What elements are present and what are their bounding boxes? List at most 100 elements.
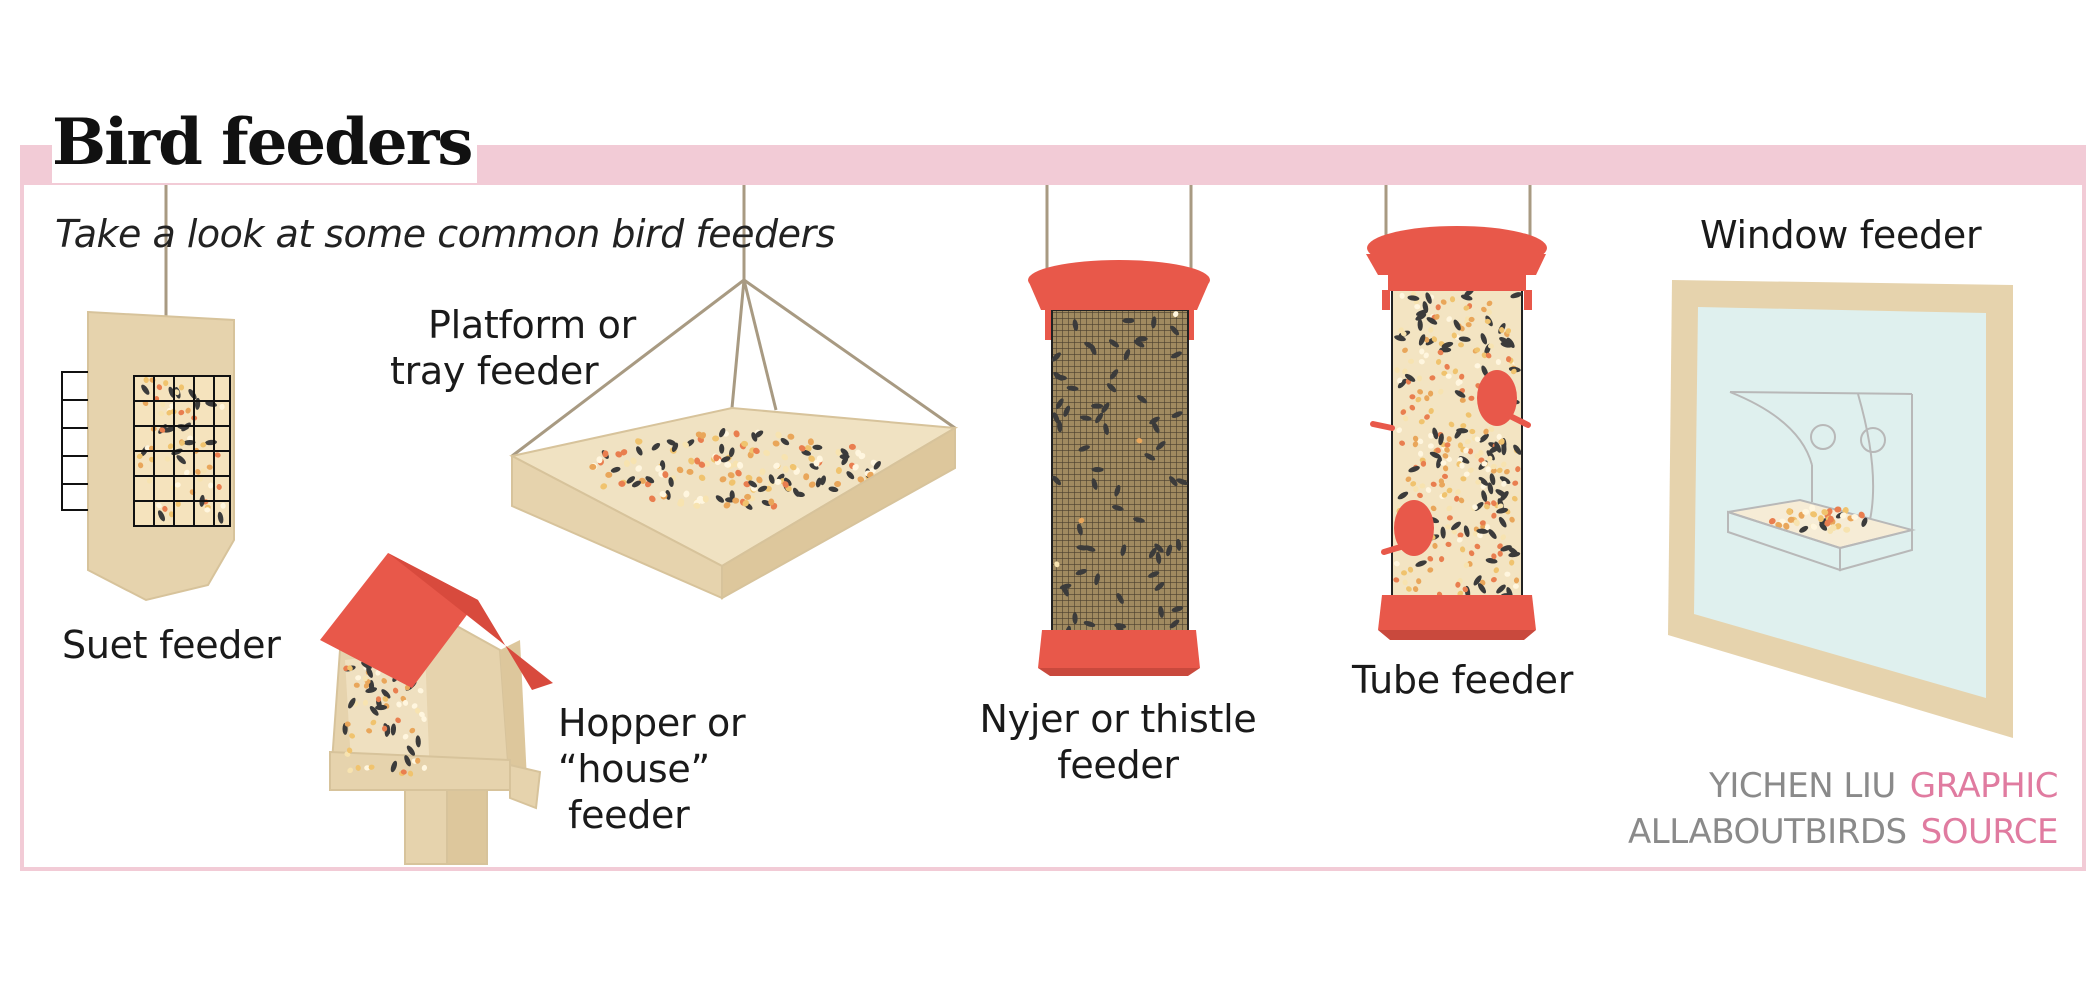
- seed: [1481, 306, 1487, 313]
- seed: [719, 476, 727, 483]
- seed: [1451, 528, 1458, 535]
- seed: [1474, 436, 1481, 442]
- seed: [602, 450, 609, 458]
- seed: [206, 464, 213, 470]
- seed: [1783, 522, 1790, 530]
- seed: [1858, 511, 1865, 519]
- seed: [353, 682, 360, 688]
- seed: [1438, 556, 1445, 563]
- seed: [1481, 461, 1488, 467]
- seed: [1429, 375, 1436, 381]
- seed: [834, 480, 842, 488]
- seed: [1843, 526, 1851, 533]
- seed: [411, 703, 418, 709]
- seed: [1768, 518, 1776, 525]
- seed: [1500, 341, 1513, 348]
- seed: [1817, 515, 1824, 523]
- seed: [1133, 517, 1145, 523]
- seed: [1451, 521, 1461, 531]
- seed: [197, 476, 204, 482]
- seed: [157, 510, 166, 522]
- seed: [1481, 365, 1489, 377]
- seed: [346, 747, 353, 754]
- seed: [1468, 395, 1475, 401]
- seed: [146, 477, 153, 484]
- seed: [1810, 511, 1818, 518]
- seed: [365, 687, 378, 694]
- seed: [1417, 450, 1424, 457]
- seed: [167, 443, 174, 450]
- seed: [349, 733, 356, 739]
- seed: [1842, 507, 1849, 514]
- seed: [782, 465, 789, 473]
- seed: [1442, 453, 1449, 459]
- seed: [1487, 455, 1493, 462]
- seed: [1491, 500, 1497, 507]
- seed: [1463, 471, 1470, 477]
- seed: [1456, 428, 1469, 434]
- seed: [1477, 532, 1483, 539]
- seed: [808, 481, 816, 488]
- window-feeder-illustration: [1668, 280, 2013, 738]
- seed: [1428, 327, 1434, 333]
- seed: [695, 431, 703, 438]
- seed: [1509, 516, 1515, 523]
- seed: [1455, 489, 1461, 495]
- seed: [1474, 363, 1481, 369]
- seed: [178, 409, 185, 416]
- seed: [1456, 379, 1463, 385]
- seed: [414, 707, 421, 714]
- seed: [1063, 405, 1071, 417]
- seed: [1420, 460, 1427, 467]
- seed: [1428, 408, 1434, 414]
- seed: [1404, 373, 1416, 382]
- seed: [1084, 341, 1095, 350]
- seed: [698, 474, 706, 482]
- seed: [1445, 541, 1452, 548]
- seed: [159, 427, 166, 433]
- seed: [1477, 583, 1487, 594]
- seed: [1155, 552, 1162, 565]
- seed: [1490, 577, 1497, 583]
- seed: [390, 723, 397, 736]
- seed: [671, 442, 679, 452]
- seed: [1775, 521, 1783, 529]
- seed: [682, 441, 689, 449]
- seed: [852, 463, 859, 471]
- seed: [605, 471, 613, 478]
- seed: [1408, 466, 1420, 473]
- seed: [715, 495, 725, 503]
- seed: [1484, 524, 1491, 531]
- seed: [1455, 581, 1461, 588]
- seed: [1078, 517, 1085, 524]
- subtitle: Take a look at some common bird feeders: [55, 212, 835, 256]
- seed: [1472, 504, 1478, 510]
- seed: [1819, 522, 1828, 531]
- seed: [1438, 478, 1445, 485]
- seed: [1459, 462, 1465, 469]
- seed: [174, 389, 180, 396]
- seed: [1434, 314, 1440, 320]
- seed: [382, 696, 389, 702]
- seed: [1457, 532, 1464, 538]
- seed: [1497, 503, 1504, 509]
- seed: [1426, 317, 1438, 325]
- seed: [1394, 367, 1400, 374]
- seed: [1451, 332, 1457, 339]
- seed: [348, 697, 356, 709]
- seed: [1152, 422, 1160, 434]
- seed: [813, 459, 820, 467]
- seed: [1156, 441, 1166, 450]
- seed: [610, 466, 621, 473]
- seed: [1499, 327, 1505, 333]
- seed: [1508, 551, 1521, 558]
- seed: [1458, 497, 1465, 504]
- seed: [1496, 467, 1503, 474]
- seed: [846, 471, 855, 480]
- credit-source: ALLABOUTBIRDS SOURCE: [1628, 809, 2058, 855]
- seed: [1135, 336, 1148, 342]
- seed: [1464, 439, 1471, 445]
- seed: [1504, 571, 1511, 577]
- seed: [156, 502, 162, 509]
- seed: [635, 438, 643, 445]
